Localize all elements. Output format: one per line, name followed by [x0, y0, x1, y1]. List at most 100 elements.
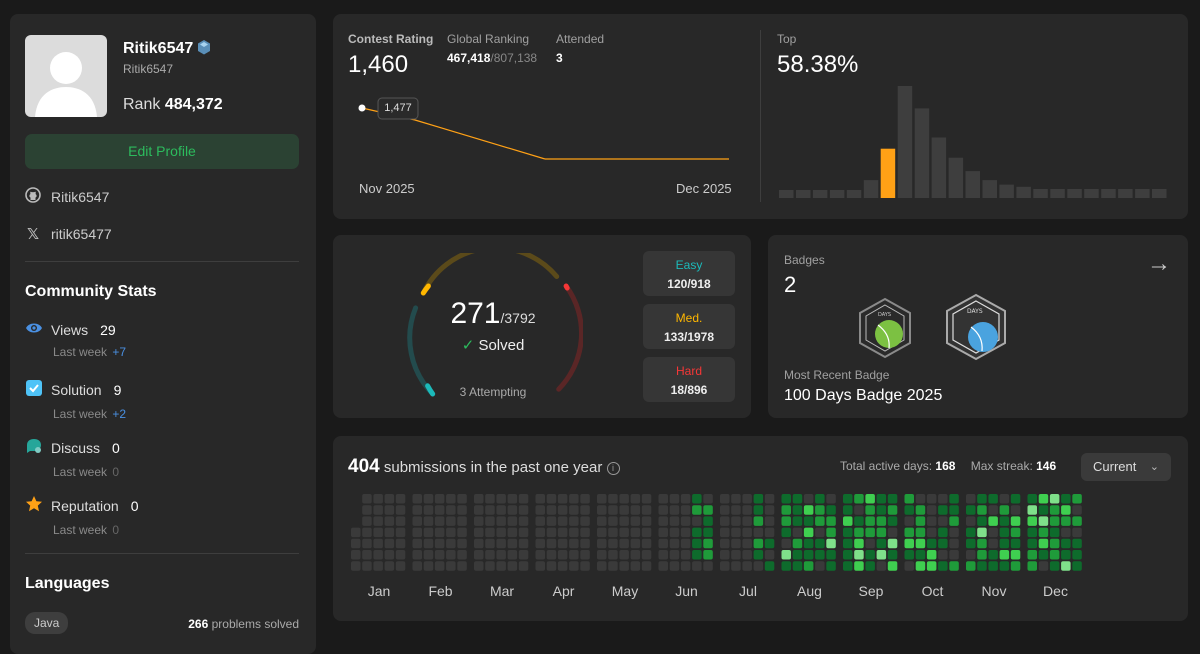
heatmap-cell[interactable]	[658, 527, 669, 538]
heatmap-cell[interactable]	[507, 494, 518, 504]
heatmap-cell[interactable]	[764, 538, 775, 549]
heatmap-cell[interactable]	[692, 494, 702, 504]
heatmap-cell[interactable]	[764, 561, 775, 571]
heatmap-cell[interactable]	[1038, 550, 1049, 560]
heatmap-cell[interactable]	[876, 527, 887, 538]
heatmap-cell[interactable]	[692, 538, 702, 549]
heatmap-cell[interactable]	[865, 550, 875, 560]
heatmap-cell[interactable]	[792, 561, 803, 571]
heatmap-cell[interactable]	[569, 561, 579, 571]
heatmap-cell[interactable]	[792, 494, 803, 504]
heatmap-cell[interactable]	[826, 538, 836, 549]
heatmap-cell[interactable]	[457, 550, 467, 560]
heatmap-cell[interactable]	[557, 505, 568, 515]
heatmap-cell[interactable]	[669, 516, 680, 526]
heatmap-cell[interactable]	[434, 527, 445, 538]
heatmap-cell[interactable]	[457, 505, 467, 515]
heatmap-cell[interactable]	[988, 516, 998, 526]
heatmap-cell[interactable]	[446, 527, 456, 538]
heatmap-cell[interactable]	[949, 527, 959, 538]
heatmap-cell[interactable]	[641, 516, 652, 526]
heatmap-cell[interactable]	[434, 550, 445, 560]
heatmap-cell[interactable]	[630, 505, 641, 515]
heatmap-cell[interactable]	[1038, 561, 1049, 571]
heatmap-cell[interactable]	[630, 538, 641, 549]
heatmap-cell[interactable]	[557, 561, 568, 571]
heatmap-cell[interactable]	[854, 550, 864, 560]
heatmap-cell[interactable]	[546, 561, 557, 571]
heatmap-cell[interactable]	[1038, 516, 1049, 526]
heatmap-cell[interactable]	[731, 538, 741, 549]
heatmap-cell[interactable]	[395, 516, 406, 526]
heatmap-cell[interactable]	[658, 561, 669, 571]
heatmap-cell[interactable]	[703, 494, 713, 504]
heatmap-cell[interactable]	[915, 505, 926, 515]
heatmap-cell[interactable]	[384, 550, 395, 560]
heatmap-cell[interactable]	[1072, 538, 1082, 549]
heatmap-cell[interactable]	[904, 550, 915, 560]
heatmap-cell[interactable]	[803, 538, 814, 549]
heatmap-cell[interactable]	[1049, 494, 1060, 504]
heatmap-cell[interactable]	[669, 505, 680, 515]
heatmap-cell[interactable]	[977, 505, 987, 515]
heatmap-cell[interactable]	[485, 538, 495, 549]
heatmap-cell[interactable]	[876, 550, 887, 560]
heatmap-cell[interactable]	[977, 494, 987, 504]
heatmap-cell[interactable]	[949, 561, 959, 571]
heatmap-cell[interactable]	[680, 527, 691, 538]
heatmap-cell[interactable]	[1027, 550, 1038, 560]
heatmap-cell[interactable]	[915, 538, 926, 549]
heatmap-cell[interactable]	[507, 561, 518, 571]
heatmap-cell[interactable]	[865, 494, 875, 504]
heatmap-cell[interactable]	[608, 516, 618, 526]
heatmap-cell[interactable]	[915, 550, 926, 560]
heatmap-cell[interactable]	[826, 505, 836, 515]
heatmap-cell[interactable]	[803, 494, 814, 504]
heatmap-cell[interactable]	[446, 505, 456, 515]
heatmap-cell[interactable]	[1038, 494, 1049, 504]
heatmap-cell[interactable]	[904, 538, 915, 549]
heatmap-cell[interactable]	[557, 550, 568, 560]
heatmap-cell[interactable]	[988, 494, 998, 504]
heatmap-cell[interactable]	[569, 538, 579, 549]
heatmap-cell[interactable]	[630, 494, 641, 504]
heatmap-cell[interactable]	[669, 527, 680, 538]
heatmap-cell[interactable]	[731, 527, 741, 538]
heatmap-cell[interactable]	[815, 527, 825, 538]
heatmap-cell[interactable]	[580, 494, 590, 504]
heatmap-cell[interactable]	[546, 516, 557, 526]
heatmap-cell[interactable]	[496, 527, 506, 538]
heatmap-cell[interactable]	[446, 550, 456, 560]
heatmap-cell[interactable]	[938, 561, 948, 571]
heatmap-cell[interactable]	[843, 538, 853, 549]
heatmap-cell[interactable]	[815, 516, 825, 526]
heatmap-cell[interactable]	[915, 516, 926, 526]
heatmap-cell[interactable]	[843, 505, 853, 515]
heatmap-cell[interactable]	[619, 538, 629, 549]
heatmap-cell[interactable]	[1010, 561, 1021, 571]
heatmap-cell[interactable]	[641, 561, 652, 571]
heatmap-cell[interactable]	[1038, 538, 1049, 549]
heatmap-cell[interactable]	[446, 494, 456, 504]
heatmap-cell[interactable]	[999, 505, 1010, 515]
heatmap-cell[interactable]	[926, 494, 937, 504]
heatmap-cell[interactable]	[938, 527, 948, 538]
heatmap-cell[interactable]	[938, 538, 948, 549]
heatmap-cell[interactable]	[395, 561, 406, 571]
heatmap-cell[interactable]	[753, 561, 764, 571]
badge-100-days[interactable]: DAYS	[943, 293, 1009, 366]
heatmap-cell[interactable]	[781, 516, 792, 526]
heatmap-cell[interactable]	[518, 494, 529, 504]
heatmap-cell[interactable]	[977, 516, 987, 526]
heatmap-cell[interactable]	[535, 494, 546, 504]
heatmap-cell[interactable]	[619, 550, 629, 560]
heatmap-cell[interactable]	[446, 538, 456, 549]
heatmap-cell[interactable]	[619, 527, 629, 538]
heatmap-cell[interactable]	[915, 527, 926, 538]
heatmap-cell[interactable]	[742, 494, 752, 504]
heatmap-cell[interactable]	[742, 550, 752, 560]
heatmap-cell[interactable]	[423, 550, 434, 560]
heatmap-cell[interactable]	[474, 527, 484, 538]
heatmap-cell[interactable]	[384, 538, 395, 549]
heatmap-cell[interactable]	[926, 561, 937, 571]
